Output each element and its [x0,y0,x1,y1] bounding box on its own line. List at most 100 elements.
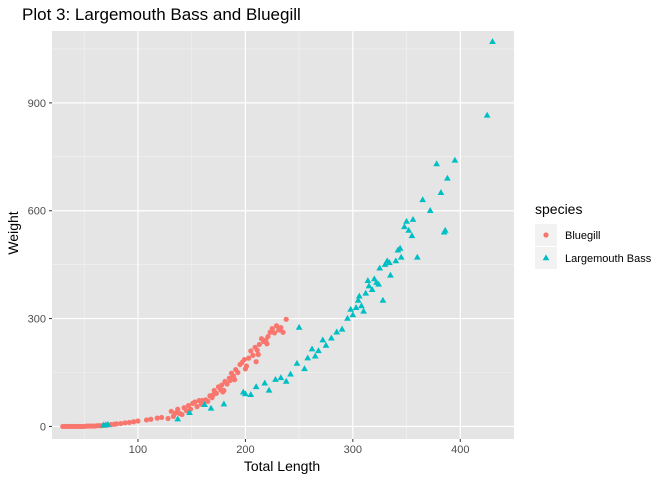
bluegill-point [199,397,206,404]
largemouth-bass-point [349,311,357,318]
largemouth-bass-point [261,379,269,386]
largemouth-bass-point [295,323,303,330]
minor-gridlines [52,31,514,439]
bluegill-point [179,411,185,418]
largemouth-bass-point [489,38,496,44]
largemouth-bass-point [315,347,322,354]
largemouth-bass-point [287,370,294,377]
largemouth-bass-point [201,401,208,408]
largemouth-bass-point [293,359,301,366]
bluegill-point [168,408,174,414]
largemouth-bass-point [433,160,441,167]
legend-title: species [535,201,582,217]
bluegill-point [154,415,160,421]
x-tick-label: 200 [236,444,254,456]
largemouth-bass-point [304,354,312,361]
largemouth-bass-point [409,216,417,222]
bluegill-point [278,324,284,331]
bluegill-point [219,382,225,388]
largemouth-bass-point [247,391,255,397]
x-tick-label: 400 [451,444,469,456]
largemouth-bass-point [379,296,387,303]
x-axis-title: Total Length [244,458,320,474]
y-axis: 0 300 600 900 [28,98,52,433]
largemouth-bass-point [104,420,112,427]
largemouth-bass-point [437,189,445,195]
largemouth-bass-point [483,111,491,118]
largemouth-bass-point [403,217,410,224]
largemouth-bass-point [272,376,279,382]
largemouth-bass-point [368,286,376,293]
largemouth-bass-point [220,400,228,407]
bluegill-point [194,404,200,410]
bluegill-point [271,330,278,336]
largemouth-bass-point [386,259,393,266]
bluegill-point [143,417,150,423]
bluegill-point [253,359,259,365]
bluegill-point [172,410,179,416]
bluegill-point [264,341,270,347]
largemouth-bass-point [282,377,290,384]
largemouth-bass-point [401,223,408,230]
legend-label-largemouth-bass: Largemouth Bass [565,253,652,265]
bluegill-point [126,419,132,426]
bluegill-point [210,392,216,398]
largemouth-bass-point [311,352,319,359]
legend-items: Bluegill Largemouth Bass [535,224,652,269]
bluegill-point [175,406,181,412]
largemouth-bass-point [365,282,373,289]
bluegill-point [113,421,120,427]
largemouth-bass-point [242,390,249,397]
largemouth-bass-point [397,253,405,260]
largemouth-bass-point [392,257,400,264]
bluegill-point [283,316,289,322]
largemouth-bass-point [352,304,360,311]
largemouth-bass-point [419,196,427,203]
largemouth-bass-point [375,280,382,287]
bluegill-point [158,414,165,421]
largemouth-bass-point [308,345,316,352]
bluegill-point [256,341,262,348]
bluegill-point [183,408,189,414]
bluegill-point [118,420,124,427]
largemouth-bass-point [444,174,451,181]
bluegill-point [254,347,260,353]
largemouth-bass-point [358,302,365,309]
y-tick-label: 900 [28,98,46,110]
bluegill-point [224,381,230,387]
largemouth-bass-point [327,334,335,341]
largemouth-bass-point [265,386,273,393]
bluegill-point [246,355,252,361]
largemouth-bass-point [319,336,327,343]
bluegill-point [227,377,233,384]
largemouth-bass-point [252,383,260,390]
largemouth-bass-point [360,307,367,314]
bluegill-point [241,356,247,363]
largemouth-bass-point [381,260,389,267]
chart-title: Plot 3: Largemouth Bass and Bluegill [22,5,301,24]
bluegill-point [148,416,154,422]
largemouth-bass-point [441,226,449,233]
largemouth-bass-point [347,305,355,312]
bluegill-point [122,420,128,426]
largemouth-bass-point [364,277,372,284]
bluegill-point [250,352,256,358]
legend: species Bluegill Largemouth Bass [535,201,652,269]
largemouth-bass-point [413,253,421,260]
largemouth-bass-point [354,296,362,303]
largemouth-bass-point [426,207,434,213]
bluegill-point [265,333,271,340]
x-tick-label: 300 [344,444,362,456]
bluegill-point [232,377,238,383]
bluegill-point [273,323,280,329]
bluegill-point [235,369,241,376]
largemouth-bass-point [322,341,330,348]
legend-symbol-bluegill [543,232,549,238]
largemouth-bass-point [174,415,182,422]
largemouth-bass-point [301,365,308,372]
bluegill-point [248,348,254,354]
largemouth-bass-point [355,292,363,299]
bluegill-point [269,326,275,332]
largemouth-bass-point [338,325,346,332]
